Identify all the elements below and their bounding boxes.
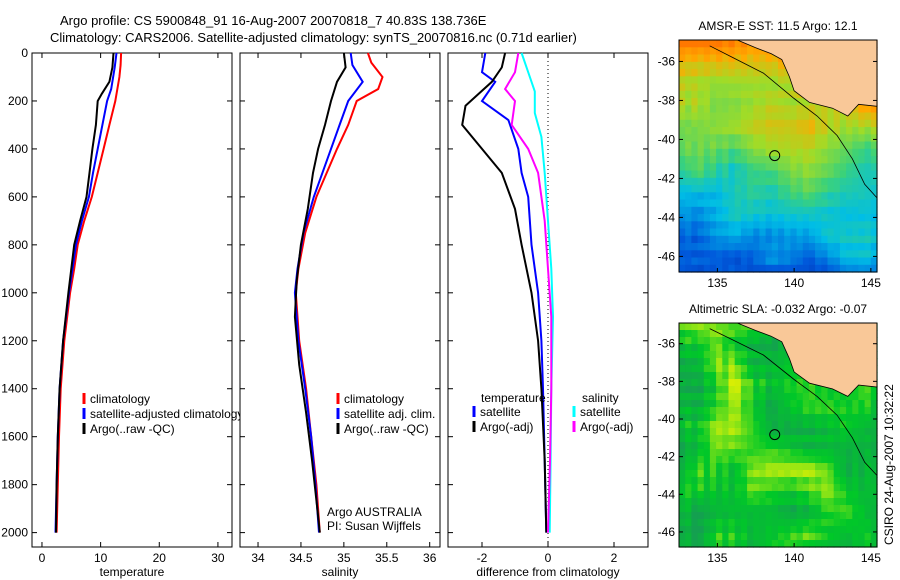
map-y-tick-label: -44 [658,210,676,224]
y-tick-label: 1000 [1,286,28,300]
series-line-salinity-argo-adj- [503,52,553,533]
map-x-tick-label: 145 [861,551,881,565]
map-frame [678,322,878,548]
map-x-tick-label: 140 [784,276,804,290]
legend-label: Argo(..raw -QC) [344,422,429,436]
legend-label: satellite [580,405,621,419]
y-tick-label: 800 [8,238,28,252]
series-line-climatology [55,52,123,533]
argo-position-marker [769,429,781,441]
x-tick-label: 36 [423,551,437,565]
x-axis-label: difference from climatology [476,565,619,579]
legend-label: satellite-adjusted climatology [90,407,243,421]
legend-label: Argo(-adj) [580,420,633,434]
axes-frame [31,52,233,548]
map-y-tick-label: -38 [658,374,676,388]
map-y-tick-label: -38 [658,93,676,107]
profile-panel-2: 34 34.5 35 35.5 36 salinity climatologysatelli… [239,52,441,579]
title-line-1: Argo profile: CS 5900848_91 16-Aug-2007 … [60,13,487,28]
map-y-tick-label: -40 [658,412,676,426]
map-y-tick-label: -40 [658,132,676,146]
y-tick-label: 1800 [1,478,28,492]
shelf-contour [709,328,878,476]
series-line-temperature-argo-adj- [461,52,548,533]
x-tick-label: 35.5 [375,551,399,565]
map-x-tick-label: 135 [707,276,727,290]
annotation: PI: Susan Wijffels [327,519,421,533]
x-tick-label: -2 [477,551,488,565]
map-y-tick-label: -42 [658,171,676,185]
legend-label: Argo(..raw -QC) [90,422,175,436]
annotation: Argo AUSTRALIA [327,505,422,519]
map-y-tick-label: -42 [658,450,676,464]
series-line-argo-raw-qc- [293,52,347,533]
argo-position-marker [769,150,781,162]
shelf-contour [709,45,878,199]
y-tick-label: 400 [8,142,28,156]
y-tick-label: 1400 [1,382,28,396]
map-x-tick-label: 145 [861,276,881,290]
map-field [679,40,878,273]
legend-label: Argo(-adj) [480,420,533,434]
map-x-tick-label: 135 [707,551,727,565]
map-y-tick-label: -46 [658,525,676,539]
map-title: AMSR-E SST: 11.5 Argo: 12.1 [698,19,858,33]
legend-label: climatology [344,392,404,406]
x-tick-label: 34.5 [289,551,313,565]
series-line-temperature-satellite [480,52,548,533]
x-tick-label: 0 [39,551,46,565]
x-tick-label: 20 [153,551,167,565]
map-y-tick-label: -36 [658,54,676,68]
axes-frame [447,52,649,548]
x-tick-label: 0 [545,551,552,565]
x-tick-label: 30 [211,551,225,565]
map-x-tick-label: 140 [784,551,804,565]
map-frame [678,39,878,273]
x-tick-label: 34 [251,551,265,565]
y-tick-label: 200 [8,94,28,108]
title-line-2: Climatology: CARS2006. Satellite-adjuste… [50,30,577,45]
y-tick-label: 600 [8,190,28,204]
x-tick-label: 10 [94,551,108,565]
x-axis-label: temperature [100,565,165,579]
y-tick-label: 2000 [1,526,28,540]
x-tick-label: 35 [337,551,351,565]
axes-frame [239,52,441,548]
legend-title-temperature: temperature [481,391,546,405]
y-tick-label: 0 [21,46,28,60]
map-sst: AMSR-E SST: 11.5 Argo: 12.1 135 140 145 -36 -… [658,19,882,290]
series-line-satellite-adj-clim- [293,52,364,533]
profile-panel-1: 0 10 20 30 0 200 400 600 800 1000 1200 1400 1600 1800… [1,46,243,579]
legend-label: satellite adj. clim. [344,407,435,421]
legend-label: climatology [90,392,150,406]
legend-label: satellite [480,405,521,419]
series-line-argo-raw-qc- [55,52,115,533]
map-title: Altimetric SLA: -0.032 Argo: -0.07 [689,302,867,316]
y-tick-label: 1600 [1,430,28,444]
map-y-tick-label: -44 [658,487,676,501]
x-axis-label: salinity [322,565,359,579]
map-sla: Altimetric SLA: -0.032 Argo: -0.07 135 140… [658,302,882,565]
x-tick-label: 2 [611,551,618,565]
map-y-tick-label: -36 [658,337,676,351]
credit-text: CSIRO 24-Aug-2007 10:32:22 [882,384,896,545]
legend-title-salinity: salinity [582,391,619,405]
map-y-tick-label: -46 [658,249,676,263]
y-tick-label: 1200 [1,334,28,348]
